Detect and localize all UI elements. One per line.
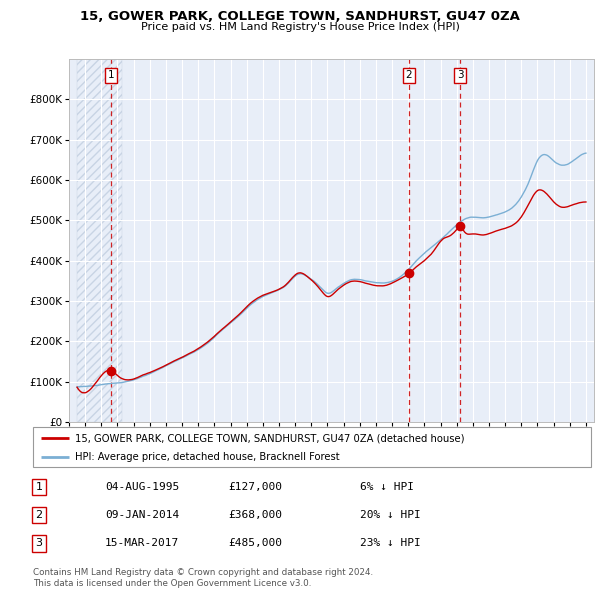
Text: Price paid vs. HM Land Registry's House Price Index (HPI): Price paid vs. HM Land Registry's House … bbox=[140, 22, 460, 32]
Text: 23% ↓ HPI: 23% ↓ HPI bbox=[360, 539, 421, 548]
Text: 2: 2 bbox=[35, 510, 43, 520]
Text: 1: 1 bbox=[35, 482, 43, 491]
Text: £127,000: £127,000 bbox=[228, 482, 282, 491]
Text: £368,000: £368,000 bbox=[228, 510, 282, 520]
Text: 15, GOWER PARK, COLLEGE TOWN, SANDHURST, GU47 0ZA (detached house): 15, GOWER PARK, COLLEGE TOWN, SANDHURST,… bbox=[75, 434, 464, 444]
Text: HPI: Average price, detached house, Bracknell Forest: HPI: Average price, detached house, Brac… bbox=[75, 452, 340, 462]
Text: 1: 1 bbox=[107, 70, 114, 80]
Text: 20% ↓ HPI: 20% ↓ HPI bbox=[360, 510, 421, 520]
Text: 15, GOWER PARK, COLLEGE TOWN, SANDHURST, GU47 0ZA: 15, GOWER PARK, COLLEGE TOWN, SANDHURST,… bbox=[80, 10, 520, 23]
Text: Contains HM Land Registry data © Crown copyright and database right 2024.
This d: Contains HM Land Registry data © Crown c… bbox=[33, 568, 373, 588]
Text: 3: 3 bbox=[457, 70, 463, 80]
Text: 2: 2 bbox=[406, 70, 412, 80]
Text: 09-JAN-2014: 09-JAN-2014 bbox=[105, 510, 179, 520]
Text: 15-MAR-2017: 15-MAR-2017 bbox=[105, 539, 179, 548]
Text: 04-AUG-1995: 04-AUG-1995 bbox=[105, 482, 179, 491]
Text: £485,000: £485,000 bbox=[228, 539, 282, 548]
FancyBboxPatch shape bbox=[33, 427, 591, 467]
Text: 6% ↓ HPI: 6% ↓ HPI bbox=[360, 482, 414, 491]
Text: 3: 3 bbox=[35, 539, 43, 548]
